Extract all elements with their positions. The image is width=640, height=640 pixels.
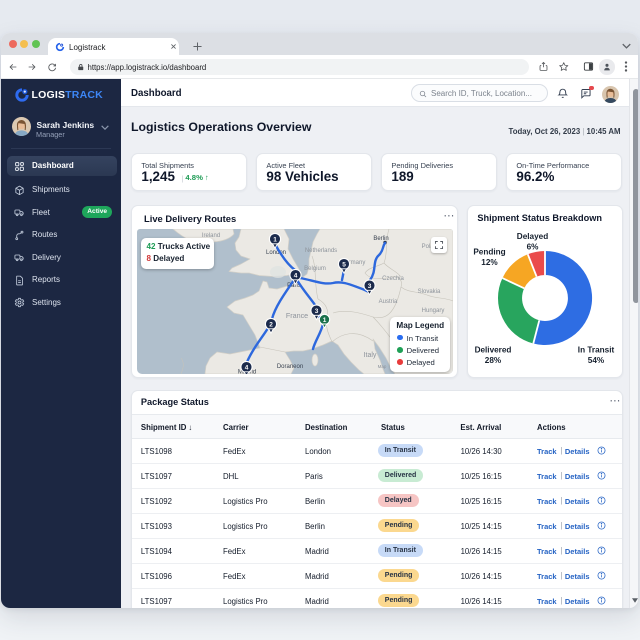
svg-text:Delivered: Delivered bbox=[474, 346, 511, 355]
svg-text:Czechia: Czechia bbox=[382, 276, 404, 282]
svg-text:Delayed: Delayed bbox=[517, 232, 548, 241]
svg-text:4: 4 bbox=[245, 364, 249, 371]
svg-text:Berlin: Berlin bbox=[373, 236, 388, 242]
svg-text:54%: 54% bbox=[588, 356, 605, 365]
svg-text:Map: Map bbox=[378, 364, 387, 369]
svg-text:Doraneon: Doraneon bbox=[277, 364, 303, 370]
svg-text:Netherlands: Netherlands bbox=[305, 248, 337, 254]
svg-text:28%: 28% bbox=[485, 356, 502, 365]
svg-text:Hungary: Hungary bbox=[422, 308, 445, 314]
svg-text:12%: 12% bbox=[481, 258, 498, 267]
svg-text:3: 3 bbox=[315, 308, 319, 315]
svg-text:London: London bbox=[266, 250, 286, 256]
svg-text:2: 2 bbox=[269, 321, 273, 328]
svg-text:3: 3 bbox=[368, 283, 372, 290]
svg-text:4: 4 bbox=[294, 272, 298, 279]
svg-text:1: 1 bbox=[323, 317, 327, 324]
svg-text:5: 5 bbox=[342, 261, 346, 268]
svg-text:Austria: Austria bbox=[379, 299, 398, 305]
svg-text:Belgium: Belgium bbox=[304, 266, 326, 272]
svg-text:Slovakia: Slovakia bbox=[418, 289, 441, 295]
svg-text:6%: 6% bbox=[526, 243, 539, 252]
svg-text:1: 1 bbox=[273, 236, 277, 243]
svg-text:Germany: Germany bbox=[341, 260, 366, 266]
svg-text:In Transit: In Transit bbox=[578, 346, 615, 355]
svg-text:Pending: Pending bbox=[473, 248, 505, 257]
svg-text:Paris: Paris bbox=[287, 283, 301, 289]
svg-text:Ireland: Ireland bbox=[202, 233, 220, 239]
svg-text:France: France bbox=[286, 311, 308, 320]
svg-text:Italy: Italy bbox=[364, 352, 377, 359]
